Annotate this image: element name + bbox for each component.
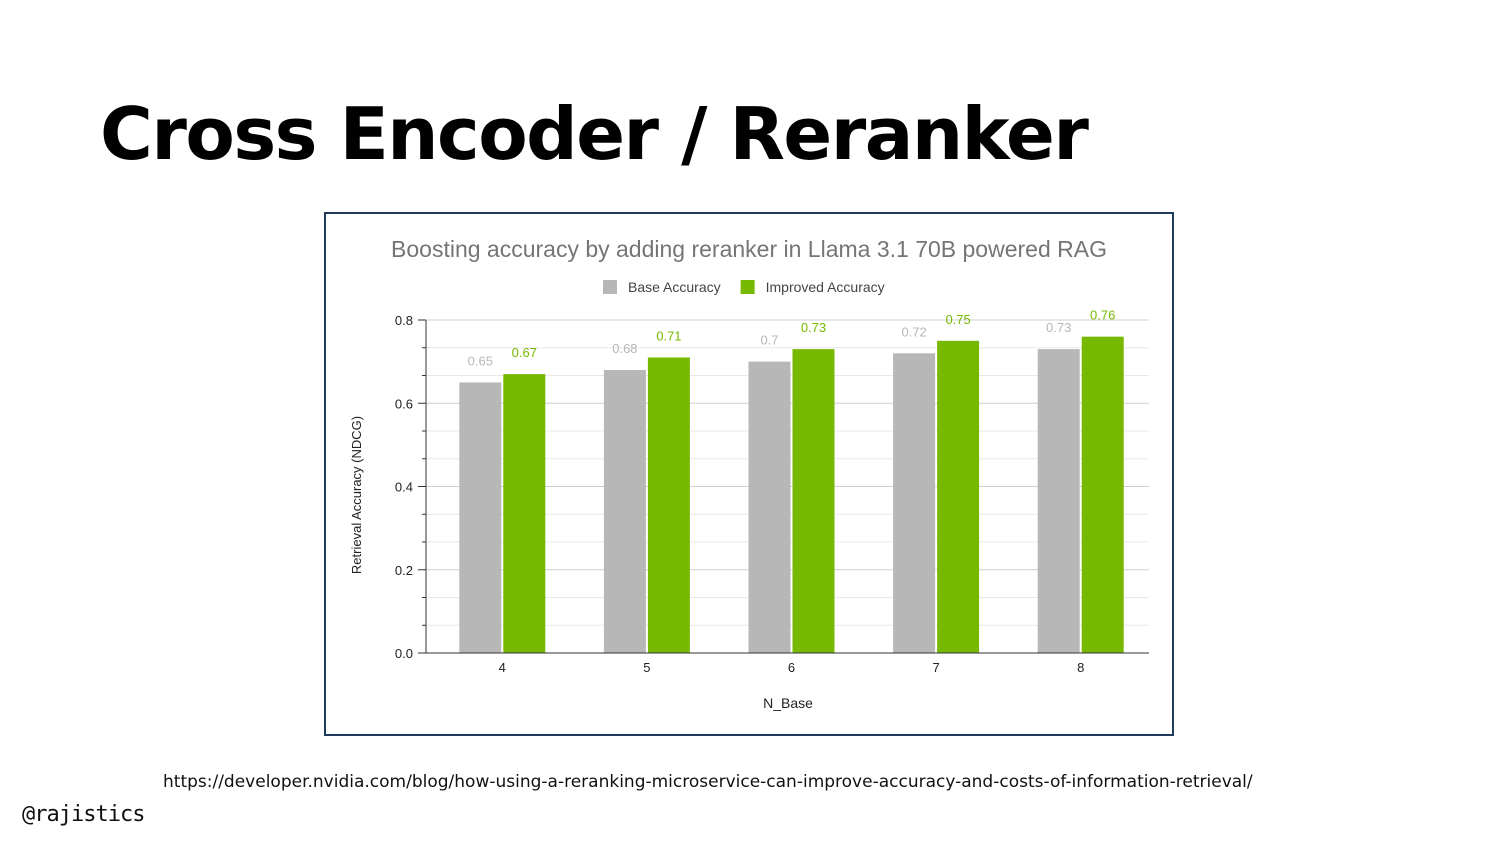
bar-base: [459, 382, 502, 653]
bar-base: [748, 361, 791, 653]
y-tick-label: 0.6: [395, 396, 413, 411]
slide-title: Cross Encoder / Reranker: [100, 92, 1089, 176]
legend-swatch: [603, 280, 617, 294]
y-tick-label: 0.8: [395, 313, 413, 328]
data-label: 0.67: [512, 345, 537, 360]
bar-improved: [503, 374, 546, 653]
chart-frame: Boosting accuracy by adding reranker in …: [324, 212, 1174, 736]
source-link[interactable]: https://developer.nvidia.com/blog/how-us…: [163, 772, 1253, 792]
x-axis-label: N_Base: [763, 695, 813, 711]
y-tick-label: 0.2: [395, 563, 413, 578]
x-axis: 4 5 6 7 8: [426, 652, 1149, 675]
chart-title: Boosting accuracy by adding reranker in …: [391, 236, 1107, 262]
bar-improved: [792, 349, 835, 653]
bar-chart: Boosting accuracy by adding reranker in …: [349, 236, 1149, 711]
data-label: 0.75: [945, 312, 970, 327]
data-label: 0.68: [612, 341, 637, 356]
legend-label: Improved Accuracy: [766, 279, 885, 295]
legend: Base Accuracy Improved Accuracy: [603, 279, 885, 295]
x-tick-label: 5: [643, 660, 650, 675]
data-label: 0.76: [1090, 308, 1115, 323]
y-tick-label: 0.0: [395, 646, 413, 661]
data-label: 0.65: [468, 353, 493, 368]
legend-swatch: [740, 280, 755, 294]
author-handle: @rajistics: [22, 802, 145, 827]
y-tick-label: 0.4: [395, 480, 413, 495]
data-label: 0.72: [901, 324, 926, 339]
x-tick-label: 7: [932, 660, 939, 675]
bar-base: [893, 353, 936, 653]
x-tick-label: 6: [788, 660, 795, 675]
data-label: 0.7: [760, 333, 778, 348]
data-label: 0.73: [1046, 320, 1071, 335]
data-label: 0.71: [656, 328, 681, 343]
y-axis: 0.0 0.2 0.4 0.6 0.8: [395, 313, 427, 661]
bars: 0.65 0.67 0.68 0.71 0.7 0.73 0.72 0.75 0.73 0.76: [459, 308, 1124, 653]
x-tick-label: 4: [499, 660, 506, 675]
bar-improved: [647, 357, 690, 653]
bar-base: [603, 369, 646, 653]
bar-improved: [1081, 336, 1124, 653]
bar-base: [1037, 349, 1080, 653]
bar-improved: [937, 340, 980, 653]
legend-label: Base Accuracy: [628, 279, 721, 295]
x-tick-label: 8: [1077, 660, 1084, 675]
data-label: 0.73: [801, 320, 826, 335]
y-axis-label: Retrieval Accuracy (NDCG): [349, 416, 364, 574]
